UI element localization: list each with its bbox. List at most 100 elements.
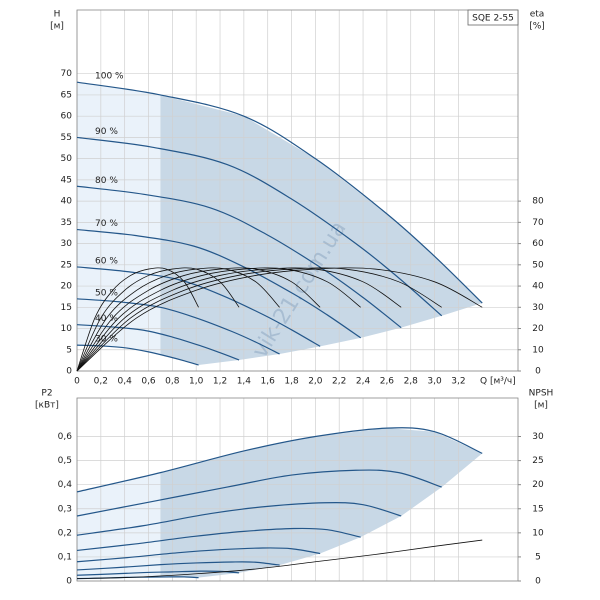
curve (76, 228, 362, 339)
y-tick-label: 40 (61, 197, 73, 207)
y2-axis-unit: [м] (534, 401, 548, 411)
y-tick-label: 50 (61, 154, 73, 164)
y-tick-label: 0,3 (58, 504, 72, 514)
x-tick-label: 3,2 (451, 377, 465, 387)
x-tick-label: 1,2 (213, 377, 227, 387)
y2-tick-label: 50 (532, 260, 544, 270)
y-tick-label: 30 (61, 239, 73, 249)
plot-frame (76, 9, 519, 372)
y-tick-label: 0,1 (58, 552, 72, 562)
curve (76, 267, 280, 372)
operating-area (160, 94, 483, 366)
y2-axis-label: eta (530, 10, 545, 20)
y-axis-unit: [кВт] (35, 401, 59, 411)
y-tick-label: 0,6 (58, 432, 73, 442)
y-tick-label: 0,2 (58, 528, 72, 538)
y2-tick-label: 30 (532, 303, 544, 313)
curve (76, 502, 402, 536)
plot-frame (76, 397, 519, 582)
y2-tick-label: 5 (535, 552, 541, 562)
curve (76, 267, 361, 372)
y2-tick-label: 30 (532, 432, 544, 442)
curve-label: 80 % (95, 176, 118, 186)
y2-tick-label: 0 (535, 577, 541, 587)
x-tick-label: 2,0 (308, 377, 323, 387)
x-tick-label: 0 (74, 377, 80, 387)
y2-tick-label: 60 (532, 239, 544, 249)
curve (76, 266, 321, 347)
curve-label: 90 % (95, 127, 118, 137)
y-tick-label: 55 (61, 133, 72, 143)
x-tick-label: 0,8 (165, 377, 180, 387)
y-tick-label: 0,4 (58, 480, 73, 490)
y-axis-unit: [м] (50, 22, 64, 32)
curve-label: 100 % (95, 72, 124, 82)
curve (76, 185, 402, 329)
y2-tick-label: 40 (532, 282, 544, 292)
curve (76, 267, 240, 372)
x-tick-label: 1,6 (261, 377, 276, 387)
y-tick-label: 15 (61, 303, 72, 313)
x-tick-label: 1,4 (237, 377, 252, 387)
x-tick-label: 2,4 (356, 377, 371, 387)
curve (76, 267, 483, 372)
y-tick-label: 35 (61, 218, 72, 228)
curve (76, 539, 483, 579)
x-tick-label: 0,2 (94, 377, 108, 387)
y2-tick-label: 0 (535, 367, 541, 377)
x-tick-label: 1,0 (189, 377, 204, 387)
low-flow-area (77, 82, 161, 355)
curve (76, 267, 442, 372)
y2-tick-label: 20 (532, 480, 544, 490)
chart-title: SQE 2-55 (472, 14, 514, 24)
title-box (467, 9, 519, 26)
y-tick-label: 25 (61, 260, 72, 270)
curve (76, 570, 240, 576)
y-tick-label: 0,5 (58, 456, 72, 466)
x-tick-label: 2,8 (404, 377, 419, 387)
y2-tick-label: 80 (532, 197, 544, 207)
curve (76, 267, 199, 372)
x-tick-label: 2,2 (332, 377, 346, 387)
y2-tick-label: 25 (532, 456, 543, 466)
curve-label: 70 % (95, 219, 118, 229)
curve (76, 344, 199, 366)
y-tick-label: 65 (61, 90, 72, 100)
curve (76, 81, 483, 304)
y2-tick-label: 10 (532, 528, 544, 538)
curve (76, 469, 442, 517)
curve (76, 298, 280, 355)
y2-tick-label: 20 (532, 324, 544, 334)
curve-label: 50 % (95, 288, 118, 298)
y2-axis-unit: [%] (529, 22, 545, 32)
curve-label: 40 % (95, 314, 118, 324)
y-tick-label: 5 (66, 345, 72, 355)
x-tick-label: 3,0 (427, 377, 442, 387)
low-flow-area (77, 472, 161, 579)
y-tick-label: 10 (61, 324, 73, 334)
y-tick-label: 45 (61, 175, 72, 185)
y2-axis-label: NPSH (529, 389, 554, 399)
x-tick-label: 0,6 (141, 377, 156, 387)
x-axis-label: Q [м³/ч] (480, 377, 516, 387)
curve (76, 427, 483, 493)
curve (76, 267, 402, 372)
curve (76, 136, 443, 317)
curve (76, 561, 280, 571)
y2-tick-label: 15 (532, 504, 543, 514)
curve (76, 547, 321, 563)
y-tick-label: 60 (61, 112, 73, 122)
curve (76, 527, 361, 552)
y2-tick-label: 10 (532, 345, 544, 355)
y-axis-label: P2 (41, 389, 52, 399)
x-tick-label: 0,4 (118, 377, 133, 387)
curve-label: 60 % (95, 256, 118, 266)
y-tick-label: 20 (61, 282, 73, 292)
curve (76, 267, 321, 372)
x-tick-label: 2,6 (380, 377, 395, 387)
y-axis-label: H (54, 10, 61, 20)
x-tick-label: 1,8 (284, 377, 299, 387)
y-tick-label: 0 (66, 577, 72, 587)
y2-tick-label: 70 (532, 218, 544, 228)
